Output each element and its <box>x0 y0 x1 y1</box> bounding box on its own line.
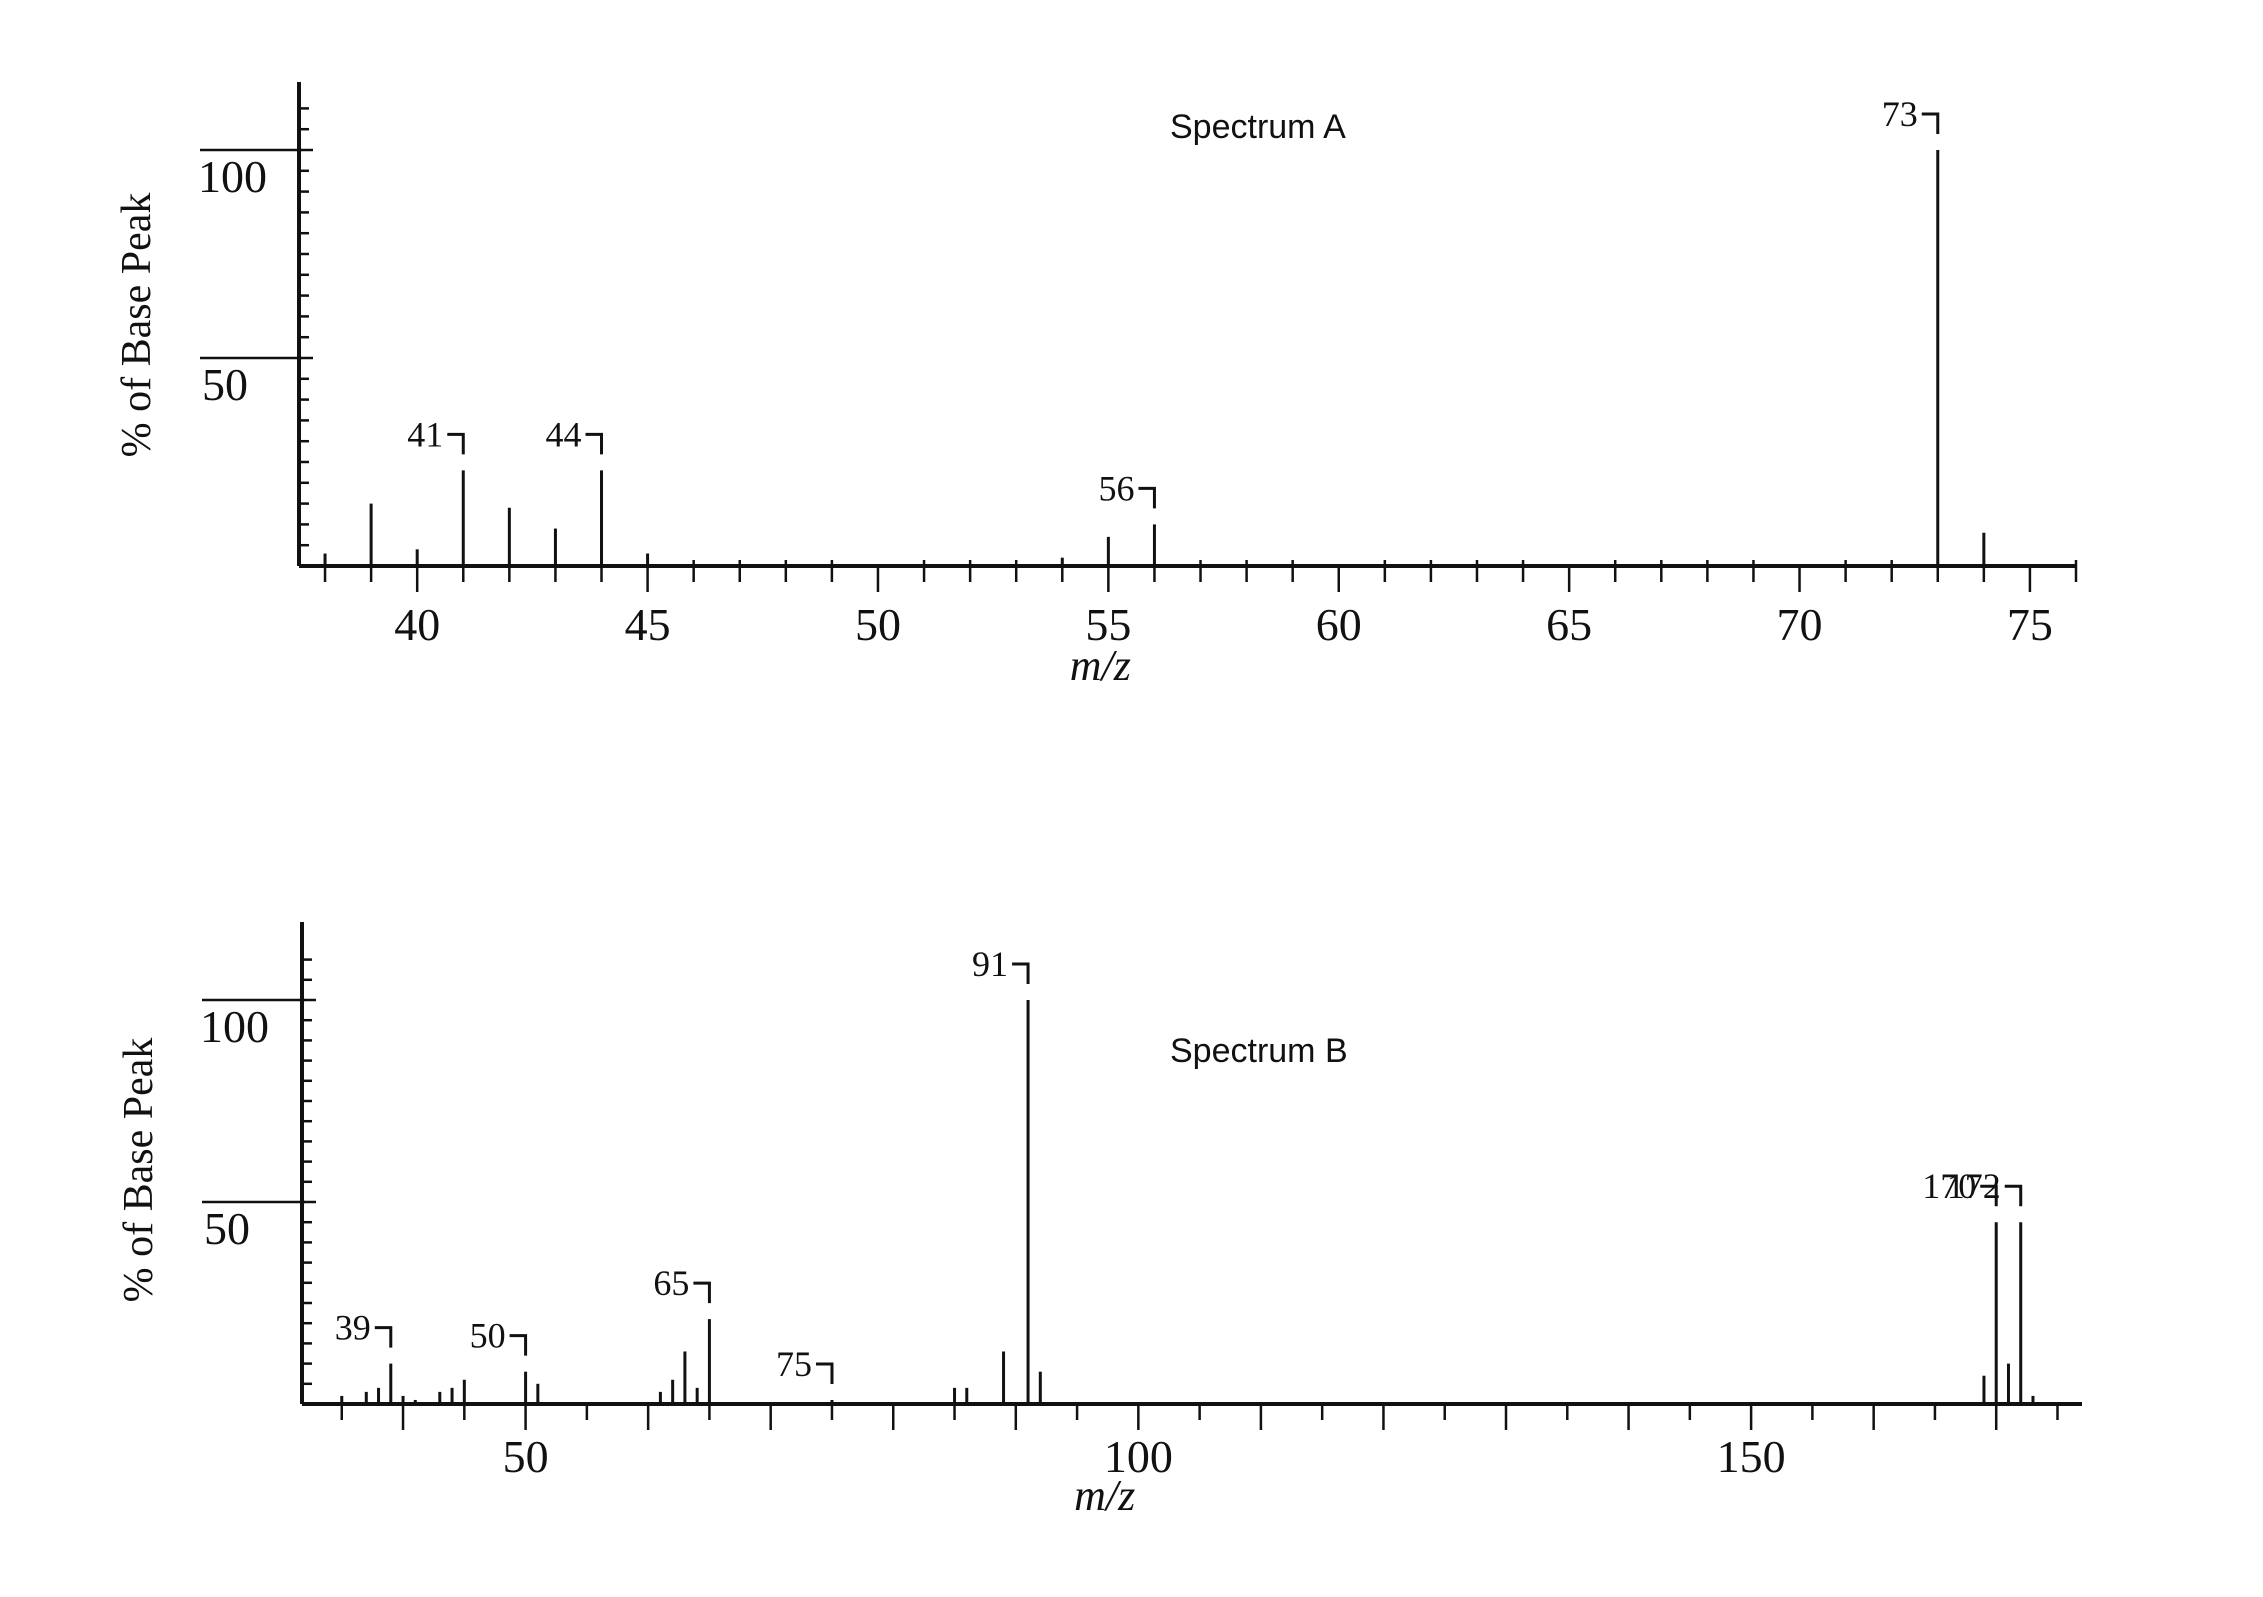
peak-label: 170 <box>1922 1166 1976 1206</box>
peak-label: 44 <box>546 414 582 454</box>
peak-label: 56 <box>1098 468 1134 508</box>
x-tick-label: 150 <box>1717 1431 1786 1482</box>
peak-label-bracket <box>1138 486 1156 509</box>
y-tick-label-50: 50 <box>204 1203 250 1254</box>
peak-label-bracket <box>585 432 604 455</box>
y-axis-label: % of Base Peak <box>116 1038 162 1303</box>
peak-label: 172 <box>1947 1166 2001 1206</box>
x-tick-label: 65 <box>1546 599 1592 650</box>
spectrum-b-panel: 50 100 % of Base Peak 50 100 150 m/z Spectrum B… <box>116 922 2082 1520</box>
peak-label: 50 <box>470 1316 506 1356</box>
peak-label-bracket <box>1012 962 1030 984</box>
peak-label-bracket <box>447 432 465 455</box>
peak-label-bracket <box>374 1326 393 1348</box>
x-tick-label: 55 <box>1085 599 1131 650</box>
y-tick-label-100: 100 <box>200 1001 269 1052</box>
peak-label-bracket <box>1921 112 1940 134</box>
spectrum-title: Spectrum A <box>1170 108 1346 146</box>
peak-label-bracket <box>1980 1184 1998 1207</box>
x-tick-label: 40 <box>394 599 440 650</box>
peak-label-bracket <box>2004 1184 2023 1207</box>
x-tick-label: 70 <box>1777 599 1823 650</box>
y-tick-label-100: 100 <box>198 151 267 202</box>
spectrum-title: Spectrum B <box>1170 1032 1348 1070</box>
y-axis-label: % of Base Peak <box>114 193 160 458</box>
x-axis-label: m/z <box>1074 1471 1135 1520</box>
peak-label: 65 <box>653 1263 689 1303</box>
peak-label: 73 <box>1882 94 1918 134</box>
x-tick-label: 75 <box>2007 599 2053 650</box>
peak-label-bracket <box>509 1334 528 1356</box>
peak-label-bracket <box>815 1362 834 1384</box>
peak-label-bracket <box>693 1281 711 1304</box>
peak-label: 39 <box>335 1308 371 1348</box>
x-tick-label: 50 <box>855 599 901 650</box>
x-axis-label: m/z <box>1070 641 1131 690</box>
peak-label: 75 <box>776 1344 812 1384</box>
x-tick-label: 100 <box>1104 1431 1173 1482</box>
x-tick-label: 50 <box>503 1431 549 1482</box>
y-tick-label-50: 50 <box>202 359 248 410</box>
x-tick-label: 60 <box>1316 599 1362 650</box>
x-tick-label: 45 <box>625 599 671 650</box>
peak-label: 91 <box>972 944 1008 984</box>
peak-label: 41 <box>407 414 443 454</box>
spectrum-a-panel: 50 100 % of Base Peak 40 45 50 55 60 65 70 75 m/z Sp… <box>114 82 2078 690</box>
